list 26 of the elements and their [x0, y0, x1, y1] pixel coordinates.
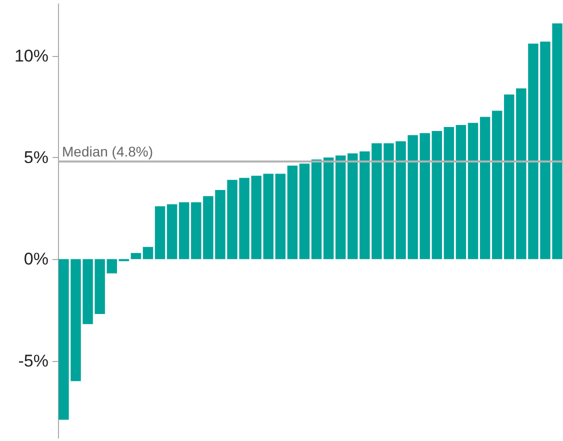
- y-tick-label: 5%: [24, 148, 48, 167]
- bar: [348, 153, 358, 260]
- bar: [456, 124, 466, 260]
- bar: [275, 174, 286, 260]
- bar: [504, 94, 514, 260]
- bar: [311, 160, 322, 260]
- ref-line-label: Median (4.8%): [62, 144, 154, 160]
- bar: [106, 259, 117, 274]
- y-tick-label: 10%: [14, 46, 48, 66]
- bar: [335, 155, 346, 260]
- bar: [432, 131, 442, 260]
- bar: [323, 157, 334, 260]
- bar: [166, 204, 178, 260]
- bar: [178, 202, 190, 260]
- bar: [142, 246, 154, 260]
- bar: [492, 110, 502, 260]
- y-tick-label: 0%: [24, 250, 48, 269]
- bar: [299, 164, 310, 260]
- bar: [154, 206, 166, 260]
- bar: [480, 116, 490, 260]
- bar: [468, 122, 478, 260]
- y-tick-label: -5%: [18, 351, 48, 370]
- bar: [130, 253, 142, 260]
- bar: [287, 166, 298, 260]
- bar: [263, 174, 274, 260]
- bar: [444, 126, 454, 260]
